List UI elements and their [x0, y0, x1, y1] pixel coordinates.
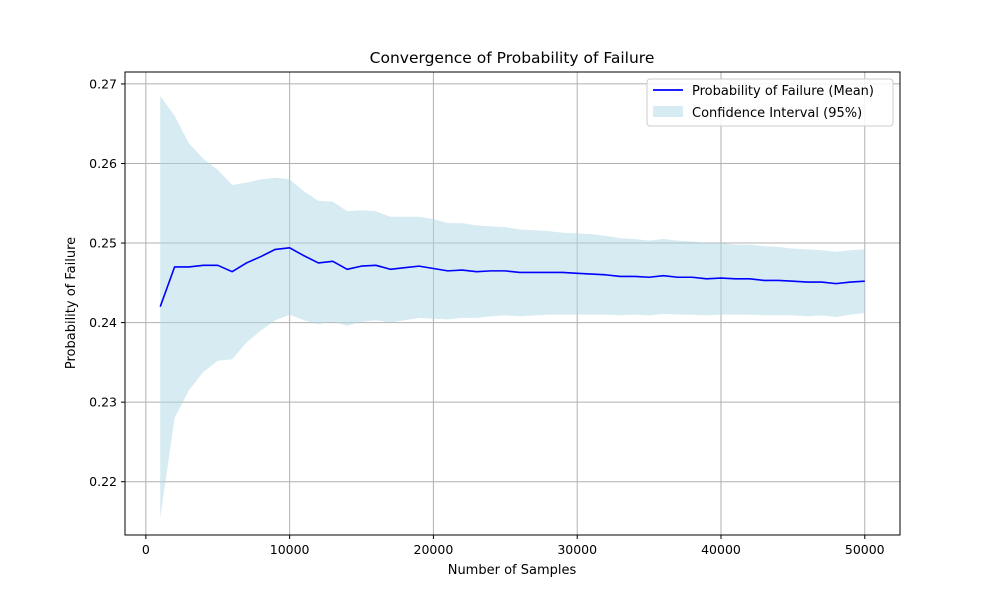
mean-data-point [331, 260, 334, 263]
mean-data-point [820, 281, 823, 284]
mean-data-point [489, 269, 492, 272]
mean-data-point [475, 270, 478, 273]
axes [121, 71, 901, 539]
mean-data-point [389, 268, 392, 271]
mean-data-point [461, 269, 464, 272]
y-tick-label: 0.22 [89, 474, 117, 489]
mean-data-point [216, 264, 219, 267]
tick-labels: 0 10000 20000 30000 40000 50000 0.22 0.23 0.24 0.… [89, 76, 885, 557]
mean-data-point [691, 276, 694, 279]
mean-probability-line [159, 247, 865, 307]
y-tick-label: 0.25 [89, 236, 117, 251]
mean-data-point [676, 276, 679, 279]
mean-data-point [662, 274, 665, 277]
y-axis-label: Probability of Failure [64, 237, 79, 369]
mean-data-point [763, 279, 766, 282]
mean-data-point [446, 269, 449, 272]
confidence-interval-band [160, 95, 865, 518]
mean-data-point [619, 275, 622, 278]
mean-data-point [274, 248, 277, 251]
mean-data-point [806, 281, 809, 284]
mean-data-point [374, 264, 377, 267]
mean-data-point [835, 282, 838, 285]
mean-data-point [173, 265, 176, 268]
x-tick-label: 30000 [557, 542, 597, 557]
mean-data-point [346, 268, 349, 271]
legend-frame [646, 78, 894, 127]
mean-data-point [533, 271, 536, 274]
mean-data-point [777, 279, 780, 282]
mean-data-point [231, 270, 234, 273]
mean-data-point [288, 246, 291, 249]
confidence-band-layer [160, 95, 865, 518]
mean-data-point [303, 254, 306, 257]
legend-label-confidence: Confidence Interval (95%) [692, 106, 862, 121]
mean-data-point [518, 271, 521, 274]
mean-data-point [648, 276, 651, 279]
mean-data-point [202, 264, 205, 267]
mean-data-point [633, 275, 636, 278]
mean-data-point [791, 280, 794, 283]
mean-line-layer [159, 246, 866, 308]
mean-data-point [705, 277, 708, 280]
mean-data-point [245, 261, 248, 264]
mean-data-point [863, 280, 866, 283]
mean-data-point [403, 266, 406, 269]
plot-frame [124, 71, 901, 536]
y-tick-label: 0.24 [89, 315, 117, 330]
y-tick-label: 0.23 [89, 395, 117, 410]
mean-data-point [561, 271, 564, 274]
mean-data-point [159, 305, 162, 308]
x-tick-label: 20000 [414, 542, 454, 557]
x-tick-label: 10000 [270, 542, 310, 557]
mean-data-point [748, 277, 751, 280]
mean-data-point [734, 277, 737, 280]
legend: Probability of Failure (Mean) Confidence… [646, 78, 894, 127]
x-tick-label: 40000 [701, 542, 741, 557]
mean-data-point [360, 265, 363, 268]
mean-data-point [590, 273, 593, 276]
mean-data-point [317, 261, 320, 264]
y-tick-label: 0.27 [89, 76, 117, 91]
mean-data-point [576, 272, 579, 275]
mean-data-point [259, 255, 262, 258]
x-tick-label: 0 [142, 542, 150, 557]
mean-data-point [432, 267, 435, 270]
mean-data-point [187, 265, 190, 268]
y-tick-label: 0.26 [89, 156, 117, 171]
mean-data-point [719, 277, 722, 280]
mean-data-point [504, 269, 507, 272]
mean-data-point [849, 281, 852, 284]
x-tick-label: 50000 [845, 542, 885, 557]
mean-data-point [604, 273, 607, 276]
legend-label-mean: Probability of Failure (Mean) [692, 84, 874, 99]
mean-data-point [418, 265, 421, 268]
legend-band-swatch [653, 106, 683, 117]
mean-data-point [547, 271, 550, 274]
chart-title: Convergence of Probability of Failure [370, 49, 655, 67]
x-axis-label: Number of Samples [448, 563, 577, 578]
